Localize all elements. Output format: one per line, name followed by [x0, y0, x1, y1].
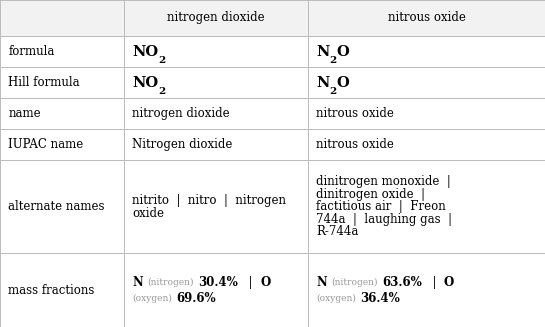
Text: O: O — [261, 276, 270, 289]
Text: Hill formula: Hill formula — [8, 76, 80, 89]
Text: nitrogen dioxide: nitrogen dioxide — [132, 107, 230, 120]
Text: NO: NO — [132, 76, 159, 90]
Text: nitrous oxide: nitrous oxide — [387, 11, 465, 25]
Text: 2: 2 — [159, 87, 166, 96]
Text: dinitrogen monoxide  |: dinitrogen monoxide | — [316, 176, 451, 188]
Text: nitrito  |  nitro  |  nitrogen: nitrito | nitro | nitrogen — [132, 194, 287, 207]
Text: IUPAC name: IUPAC name — [8, 138, 83, 151]
Text: O: O — [337, 44, 349, 59]
Text: O: O — [444, 276, 454, 289]
Text: N: N — [316, 76, 330, 90]
Text: 30.4%: 30.4% — [198, 276, 238, 289]
Text: (oxygen): (oxygen) — [132, 294, 172, 302]
Text: (nitrogen): (nitrogen) — [331, 278, 378, 287]
Text: N: N — [316, 44, 330, 59]
Text: N: N — [132, 276, 143, 289]
Text: (nitrogen): (nitrogen) — [148, 278, 194, 287]
Text: 36.4%: 36.4% — [360, 292, 400, 304]
Text: (oxygen): (oxygen) — [316, 294, 356, 302]
Text: name: name — [8, 107, 41, 120]
Text: 744a  |  laughing gas  |: 744a | laughing gas | — [316, 213, 452, 226]
Text: mass fractions: mass fractions — [8, 284, 94, 297]
Text: oxide: oxide — [132, 207, 165, 219]
Text: 2: 2 — [330, 56, 337, 65]
Text: |: | — [425, 276, 444, 289]
Text: NO: NO — [132, 44, 159, 59]
Text: 69.6%: 69.6% — [177, 292, 216, 304]
Text: 2: 2 — [159, 56, 166, 65]
Text: factitious air  |  Freon: factitious air | Freon — [316, 200, 446, 213]
Text: nitrous oxide: nitrous oxide — [316, 138, 394, 151]
Text: 63.6%: 63.6% — [382, 276, 422, 289]
Text: alternate names: alternate names — [8, 200, 105, 213]
Text: O: O — [337, 76, 349, 90]
Text: nitrogen dioxide: nitrogen dioxide — [167, 11, 265, 25]
Text: 2: 2 — [330, 87, 337, 96]
Text: R-744a: R-744a — [316, 225, 359, 238]
Text: formula: formula — [8, 45, 54, 58]
Text: |: | — [241, 276, 261, 289]
Text: dinitrogen oxide  |: dinitrogen oxide | — [316, 188, 425, 201]
Text: nitrous oxide: nitrous oxide — [316, 107, 394, 120]
Text: Nitrogen dioxide: Nitrogen dioxide — [132, 138, 233, 151]
Text: N: N — [316, 276, 327, 289]
